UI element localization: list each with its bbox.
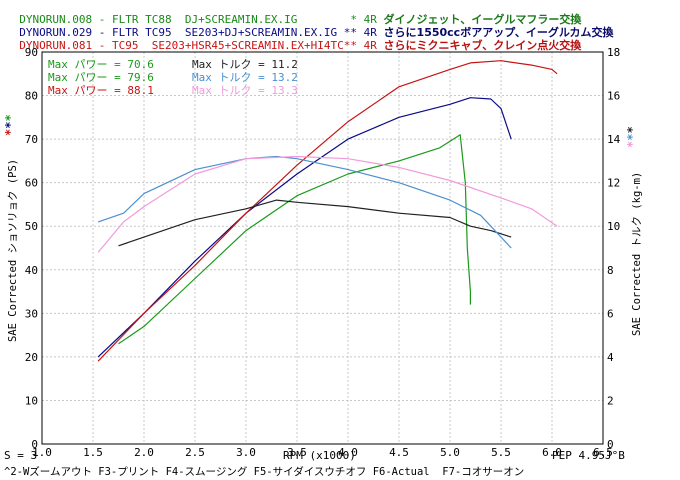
y-right-tick-label: 0 xyxy=(607,438,614,451)
header-line-1: DYNORUN.008 - FLTR TC88 DJ+SCREAMIN.EX.I… xyxy=(19,13,582,26)
run-gear: 4R xyxy=(363,26,377,39)
run-marker: ** xyxy=(343,39,358,52)
run-desc: ダイノジェット、イーグルマフラー交換 xyxy=(383,13,582,26)
function-key-bar[interactable]: ^2-Wズームアウト F3-プリント F4-スムージング F5-サイダイスウチオ… xyxy=(4,466,525,478)
legend-power-3: Max パワー = 88.1 xyxy=(48,84,154,97)
series-line-dynorun-008-power xyxy=(118,134,471,345)
y-right-tick-label: 4 xyxy=(607,351,614,364)
y-left-tick-label: 90 xyxy=(25,46,38,59)
y-left-tick-label: 20 xyxy=(25,351,38,364)
smoothing-label: S = 3 xyxy=(4,449,37,462)
y-right-tick-label: 12 xyxy=(607,177,620,190)
series-line-dynorun-029-power xyxy=(97,97,512,358)
pep-readout: PEP 4.95J°B xyxy=(552,449,625,462)
run-mods: SE203+HSR45+SCREAMIN.EX+HI4TC xyxy=(151,39,344,52)
y-left-tick-label: 0 xyxy=(31,438,38,451)
y-left-tick-label: 30 xyxy=(25,307,38,320)
run-name: DYNORUN.029 xyxy=(19,26,93,39)
y-left-tick-label: 50 xyxy=(25,220,38,233)
run-gear: 4R xyxy=(363,39,377,52)
run-desc: さらに1550ccボアアップ、イーグルカム交換 xyxy=(383,26,614,39)
series-line-dynorun-008-torque xyxy=(118,199,512,247)
y-right-tick-label: 14 xyxy=(607,133,621,146)
run-marker: * xyxy=(350,13,358,26)
run-name: DYNORUN.008 xyxy=(19,13,93,26)
plot-frame xyxy=(41,51,604,445)
left-axis-markers: *** xyxy=(3,114,17,136)
y-right-tick-label: 6 xyxy=(607,307,614,320)
run-desc: さらにミクニキャブ、クレイン点火交換 xyxy=(383,39,582,52)
x-tick-label: 4.5 xyxy=(389,446,409,459)
x-tick-label: 6.0 xyxy=(542,446,562,459)
y-right-tick-label: 16 xyxy=(607,90,620,103)
y-right-tick-label: 2 xyxy=(607,394,614,407)
x-tick-label: 6.5 xyxy=(593,446,613,459)
y-right-tick-label: 8 xyxy=(607,264,614,277)
y-left-axis-label: SAE Corrected ショソリョク (PS) xyxy=(7,159,19,342)
legend-torque-1: Max トルク = 11.2 xyxy=(192,58,298,71)
series-group xyxy=(97,60,558,362)
x-tick-label: 1.5 xyxy=(83,446,103,459)
x-tick-label: 5.5 xyxy=(491,446,511,459)
run-mods: SE203+DJ+SCREAMIN.EX.IG xyxy=(184,26,338,39)
series-line-dynorun-029-torque xyxy=(97,155,512,249)
run-name: DYNORUN.081 xyxy=(19,39,93,52)
y-right-axis-label: SAE Corrected トルク (kg-m) xyxy=(631,172,643,336)
y-left-tick-label: 80 xyxy=(25,90,38,103)
run-marker: ** xyxy=(343,26,358,39)
y-left-tick-label: 70 xyxy=(25,133,38,146)
legend: Max パワー = 70.6 Max トルク = 11.2 Max パワー = … xyxy=(48,58,298,97)
run-model: FLTR TC95 xyxy=(111,26,172,39)
x-tick-label: 3.0 xyxy=(236,446,256,459)
x-tick-label: 2.0 xyxy=(134,446,154,459)
y-left-tick-label: 40 xyxy=(25,264,38,277)
y-left-tick-label: 60 xyxy=(25,177,38,190)
run-mods: DJ+SCREAMIN.EX.IG xyxy=(184,13,298,26)
run-gear: 4R xyxy=(363,13,377,26)
legend-power-2: Max パワー = 79.6 xyxy=(48,71,154,84)
x-tick-label: 4.0 xyxy=(338,446,358,459)
legend-torque-2: Max トルク = 13.2 xyxy=(192,71,298,84)
legend-torque-3: Max トルク = 13.3 xyxy=(192,84,298,97)
right-axis-markers: *** xyxy=(625,126,639,148)
run-model: FLTR TC88 xyxy=(111,13,172,26)
series-line-dynorun-081-power xyxy=(97,60,558,362)
y-right-tick-label: 18 xyxy=(607,46,620,59)
x-tick-label: 3.5 xyxy=(287,446,307,459)
tick-labels: 1.0 1.5 2.0 2.5 3.0 3.5 4.0 4.5 5.0 5.5 6.0 6.50102… xyxy=(25,46,621,459)
series-line-dynorun-081-torque xyxy=(97,155,558,253)
y-left-tick-label: 10 xyxy=(25,394,38,407)
x-tick-label: 2.5 xyxy=(185,446,205,459)
y-right-tick-label: 10 xyxy=(607,220,620,233)
run-model: TC95 xyxy=(111,39,139,52)
header-line-2: DYNORUN.029 - FLTR TC95 SE203+DJ+SCREAMI… xyxy=(19,26,614,39)
header-line-3: DYNORUN.081 - TC95 SE203+HSR45+SCREAMIN.… xyxy=(19,39,582,52)
legend-power-1: Max パワー = 70.6 xyxy=(48,58,154,71)
grid xyxy=(41,51,604,445)
x-tick-label: 5.0 xyxy=(440,446,460,459)
x-tick-label: 1.0 xyxy=(32,446,52,459)
x-axis-label: RPM (x1000) xyxy=(283,449,356,462)
